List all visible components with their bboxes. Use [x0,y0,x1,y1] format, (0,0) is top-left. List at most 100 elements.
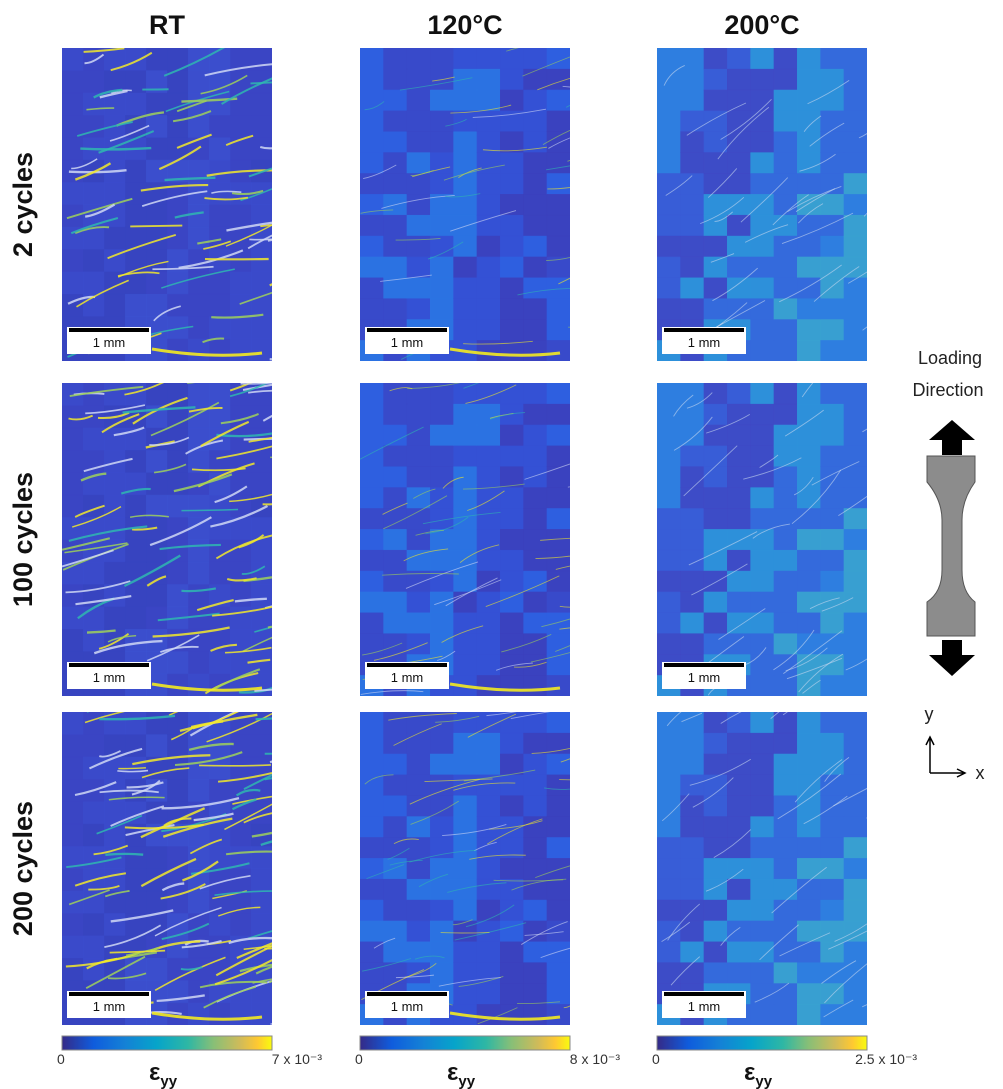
grain [476,983,501,1005]
grain [83,756,105,780]
grain [62,383,84,406]
grain [230,338,252,361]
grain [680,858,705,880]
slip-band [407,383,461,390]
slip-band [713,829,752,859]
symbol: ε [744,1059,755,1086]
grain [657,424,681,447]
grain [251,271,272,295]
grain [383,633,408,655]
grain [62,712,84,735]
grain [773,633,798,655]
slip-band [781,212,854,245]
grain [125,182,147,205]
grain [727,110,751,132]
grain [750,319,775,341]
grain [430,712,454,734]
grain [167,517,189,540]
slip-band [98,632,130,650]
grain [843,816,867,838]
grain [546,633,570,655]
slip-band [673,394,694,417]
grain [820,962,845,984]
grain [797,1004,821,1025]
grain [500,403,524,426]
grain [843,235,867,258]
grain [843,753,867,776]
grain [62,935,84,959]
grain [820,48,845,70]
grain [773,68,798,91]
slip-band [382,573,459,576]
slip-band [154,956,226,992]
scale-bar-label: 1 mm [688,670,721,685]
grain [680,194,705,216]
grain [62,868,84,892]
slip-band [465,904,515,928]
slip-band [833,787,867,807]
grain [750,403,775,426]
grain [188,115,210,138]
grain [820,753,845,776]
slip-band [777,773,842,820]
slip-band [807,79,850,105]
grain [546,152,570,174]
slip-band [418,873,449,888]
grain [843,837,867,859]
grain [500,1004,524,1025]
grain [750,508,775,530]
slip-band [72,506,122,528]
grain [453,570,478,593]
grain [680,920,705,943]
grain [430,795,454,817]
slip-band [204,196,249,201]
slip-band [441,625,484,643]
slip-band [795,188,836,213]
column-header: 120°C [427,10,502,40]
grain [657,732,681,755]
grain [680,774,705,796]
slip-band [771,866,827,914]
grain [820,816,845,838]
slip-band [267,625,272,629]
slip-band [98,130,155,154]
grain [146,472,168,496]
grain [773,48,798,70]
column-header: 200°C [724,10,799,40]
grain [657,633,681,655]
grain [546,298,570,320]
slip-band [438,977,501,987]
grain [83,846,105,869]
grain [146,383,168,406]
grain [230,606,252,630]
grain [62,92,84,116]
slip-band [270,1023,272,1025]
grain [383,529,408,551]
grain [523,753,548,776]
grain [146,846,168,869]
slip-band [689,758,751,786]
slip-band [158,145,202,171]
grain [125,606,147,630]
grain [406,753,431,776]
grain [727,173,751,195]
grain [773,962,798,984]
grain [657,466,681,488]
grain [125,846,147,869]
grain [820,878,845,901]
grain [476,878,501,901]
grain [523,774,548,796]
strain-map: 1 mm [657,712,867,1025]
grain [406,68,431,91]
grain [546,795,570,817]
grain [476,508,501,530]
grain [657,795,681,817]
grain [453,131,478,153]
grain [62,472,84,496]
slip-band [74,781,117,796]
slip-band [537,77,570,91]
grain [230,1002,252,1025]
grain [797,235,821,258]
grain [703,712,728,734]
colorbar-symbol: εyy [447,1059,476,1089]
